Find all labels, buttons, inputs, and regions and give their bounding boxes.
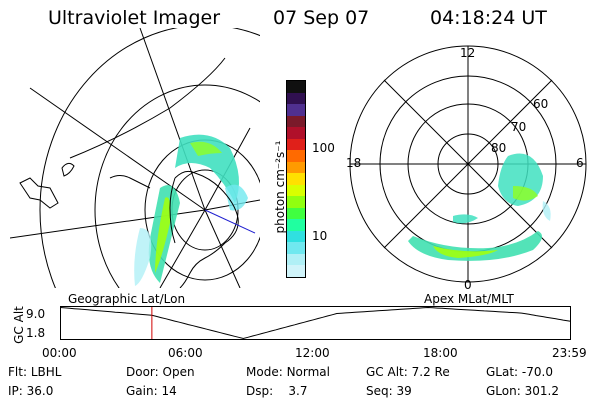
mlt-6-label: 6 [576, 156, 584, 170]
mlt-12-label: 12 [460, 46, 476, 60]
info-seq: Seq: 39 [366, 384, 412, 398]
info-glon: GLon: 301.2 [486, 384, 559, 398]
colorbar [286, 80, 306, 278]
colorbar-segment [287, 150, 305, 162]
info-door: Door: Open [126, 365, 195, 379]
mlt-18-label: 18 [346, 156, 362, 170]
geographic-map [10, 28, 260, 288]
mlat-70-label: 70 [511, 120, 527, 134]
x-tick-2359: 23:59 [552, 346, 587, 360]
info-gc-alt: GC Alt: 7.2 Re [366, 365, 450, 379]
altitude-timeline [60, 306, 571, 340]
colorbar-segment [287, 138, 305, 151]
right-panel-label: Apex MLat/MLT [424, 292, 514, 306]
left-panel-label: Geographic Lat/Lon [68, 292, 186, 306]
info-glat: GLat: -70.0 [486, 365, 553, 379]
timeline-ylabel: GC Alt [12, 306, 26, 344]
time-label: 04:18:24 UT [430, 7, 547, 29]
info-mode: Mode: Normal [246, 365, 330, 379]
colorbar-segment [287, 161, 305, 174]
mlat-80-label: 80 [491, 141, 507, 155]
aurora-oval [408, 153, 551, 261]
colorbar-segment [287, 219, 305, 231]
colorbar-segment [287, 242, 305, 254]
x-tick-1800: 18:00 [423, 346, 458, 360]
mlt-0-label: 0 [464, 278, 472, 292]
colorbar-tick-100: 100 [312, 141, 335, 155]
colorbar-segment [287, 81, 305, 93]
colorbar-segment [287, 207, 305, 220]
colorbar-tick-10: 10 [312, 229, 328, 243]
y-tick-high: 9.0 [26, 307, 46, 321]
colorbar-segment [287, 104, 305, 116]
info-gain: Gain: 14 [126, 384, 177, 398]
timeline-frame [60, 306, 571, 340]
colorbar-segment [287, 184, 305, 197]
y-tick-low: 1.8 [26, 326, 46, 340]
x-tick-1200: 12:00 [295, 346, 330, 360]
date-label: 07 Sep 07 [273, 7, 370, 29]
altitude-curve [60, 306, 571, 340]
info-flt: Flt: LBHL [8, 365, 62, 379]
mlat-60-label: 60 [533, 97, 549, 111]
x-tick-0600: 06:00 [168, 346, 203, 360]
info-dsp: Dsp: 3.7 [246, 384, 308, 398]
polar-plot [349, 45, 587, 283]
colorbar-segment [287, 173, 305, 185]
colorbar-segment [287, 115, 305, 128]
aurora-emission [134, 134, 248, 286]
colorbar-segment [287, 196, 305, 208]
instrument-title: Ultraviolet Imager [48, 7, 221, 29]
info-ip: IP: 36.0 [8, 384, 54, 398]
colorbar-segment [287, 92, 305, 105]
colorbar-segment [287, 127, 305, 139]
x-tick-0000: 00:00 [42, 346, 77, 360]
colorbar-segment [287, 230, 305, 243]
colorbar-segment [287, 253, 305, 266]
colorbar-label: photon cm⁻²s⁻¹ [273, 140, 287, 234]
colorbar-segment [287, 265, 305, 277]
